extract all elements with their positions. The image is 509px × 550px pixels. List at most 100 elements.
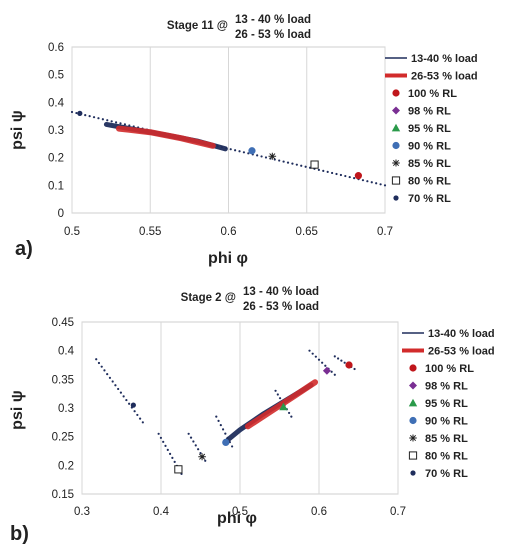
data-point-90-rl <box>222 438 230 446</box>
legend-swatch <box>409 416 417 425</box>
trail-point <box>122 395 125 398</box>
trail-point <box>330 370 333 373</box>
y-tick-label: 0.4 <box>48 97 65 109</box>
y-tick-label: 0.3 <box>58 403 74 415</box>
trail-point <box>335 172 338 176</box>
trail-point <box>110 120 113 123</box>
data-point-100-rl <box>354 172 362 180</box>
trail-point <box>238 150 241 153</box>
trail-point <box>324 364 327 367</box>
trail-point <box>264 156 268 159</box>
trail-point <box>173 460 176 463</box>
trail-point <box>100 365 103 368</box>
trail-point <box>119 122 122 125</box>
trail-point <box>171 456 174 459</box>
y-tick-label: 0 <box>58 208 64 220</box>
trail-point <box>192 440 195 443</box>
y-axis-label: psi ψ <box>9 390 26 430</box>
legend-label: 13-40 % load <box>411 53 478 65</box>
legend-label: 26-53 % load <box>411 71 478 83</box>
y-tick-label: 0.15 <box>52 489 74 501</box>
trail-point <box>128 402 131 405</box>
x-tick-label: 0.4 <box>153 506 170 518</box>
trail-point <box>383 184 387 187</box>
x-tick-label: 0.55 <box>139 226 161 238</box>
trail-point <box>103 369 106 372</box>
legend-label: 13-40 % load <box>428 328 495 340</box>
trail-point <box>343 361 346 364</box>
trail-point <box>75 111 78 115</box>
y-tick-label: 0.6 <box>48 42 64 54</box>
trail-point <box>366 180 369 183</box>
y-tick-label: 0.25 <box>52 432 74 444</box>
series-line-26-53-load <box>115 125 216 149</box>
trail-point <box>344 174 347 178</box>
data-point-85-rl <box>268 152 277 160</box>
trail-point <box>189 436 193 439</box>
trail-point <box>88 115 91 118</box>
y-tick-label: 0.3 <box>48 125 64 137</box>
y-axis-label: psi ψ <box>9 110 26 150</box>
trail-point <box>282 160 285 163</box>
x-tick-label: 0.7 <box>390 506 406 518</box>
trail-point <box>95 358 98 361</box>
trail-point <box>204 459 207 462</box>
trail-point <box>166 448 169 451</box>
legend-label: 95 % RL <box>408 123 451 135</box>
legend-swatch <box>392 141 400 150</box>
trail-point <box>133 410 136 413</box>
trail-point <box>97 361 101 365</box>
y-tick-label: 0.2 <box>48 153 64 165</box>
trail-point <box>304 165 307 168</box>
trail-point <box>333 373 336 376</box>
legend-label: 85 % RL <box>408 158 451 170</box>
x-tick-label: 0.7 <box>377 226 393 238</box>
trail-point <box>70 110 74 114</box>
legend-label: 100 % RL <box>425 363 474 375</box>
trail-point <box>123 123 127 126</box>
trail-point <box>286 161 290 164</box>
chart-title-prefix: Stage 11 @ <box>167 20 228 32</box>
data-point-80-rl <box>310 160 319 169</box>
y-tick-label: 0.2 <box>58 460 74 472</box>
trail-point <box>162 440 165 443</box>
x-tick-label: 0.6 <box>311 506 327 518</box>
x-axis-label: phi φ <box>217 510 257 527</box>
x-tick-label: 0.5 <box>64 226 80 238</box>
trail-point <box>379 183 382 186</box>
trail-point <box>136 413 139 417</box>
trail-point <box>97 117 100 120</box>
trail-point <box>317 168 320 171</box>
legend-label: 100 % RL <box>408 88 457 100</box>
y-tick-label: 0.45 <box>52 317 74 329</box>
y-tick-label: 0.1 <box>48 180 64 192</box>
legend-swatch <box>392 89 400 97</box>
legend-label: 85 % RL <box>425 433 468 445</box>
data-point-80-rl <box>174 465 183 474</box>
trail-point <box>106 119 109 122</box>
legend-label: 26-53 % load <box>428 346 495 358</box>
x-tick-label: 0.3 <box>74 506 90 518</box>
trail-point <box>231 445 234 448</box>
trail-point <box>219 424 222 427</box>
x-tick-label: 0.5 <box>232 506 248 518</box>
trail-point <box>159 436 163 439</box>
trail-point <box>242 151 246 154</box>
data-point-98-rl <box>322 366 331 375</box>
chart-panel-1 <box>70 46 407 214</box>
x-tick-label: 0.65 <box>296 226 318 238</box>
trail-point <box>247 152 250 155</box>
legend-label: 90 % RL <box>408 141 451 153</box>
x-tick-label: 0.6 <box>221 226 237 238</box>
data-point-85-rl <box>198 453 206 461</box>
legend-swatch <box>409 381 417 390</box>
trail-point <box>229 148 232 151</box>
legend-label: 70 % RL <box>425 468 468 480</box>
trail-point <box>101 118 104 121</box>
legend-swatch <box>392 159 400 167</box>
trail-point <box>333 355 336 358</box>
data-point-100-rl <box>345 361 353 369</box>
legend-label: 95 % RL <box>425 398 468 410</box>
trail-point <box>353 367 356 371</box>
trail-point <box>111 380 114 383</box>
